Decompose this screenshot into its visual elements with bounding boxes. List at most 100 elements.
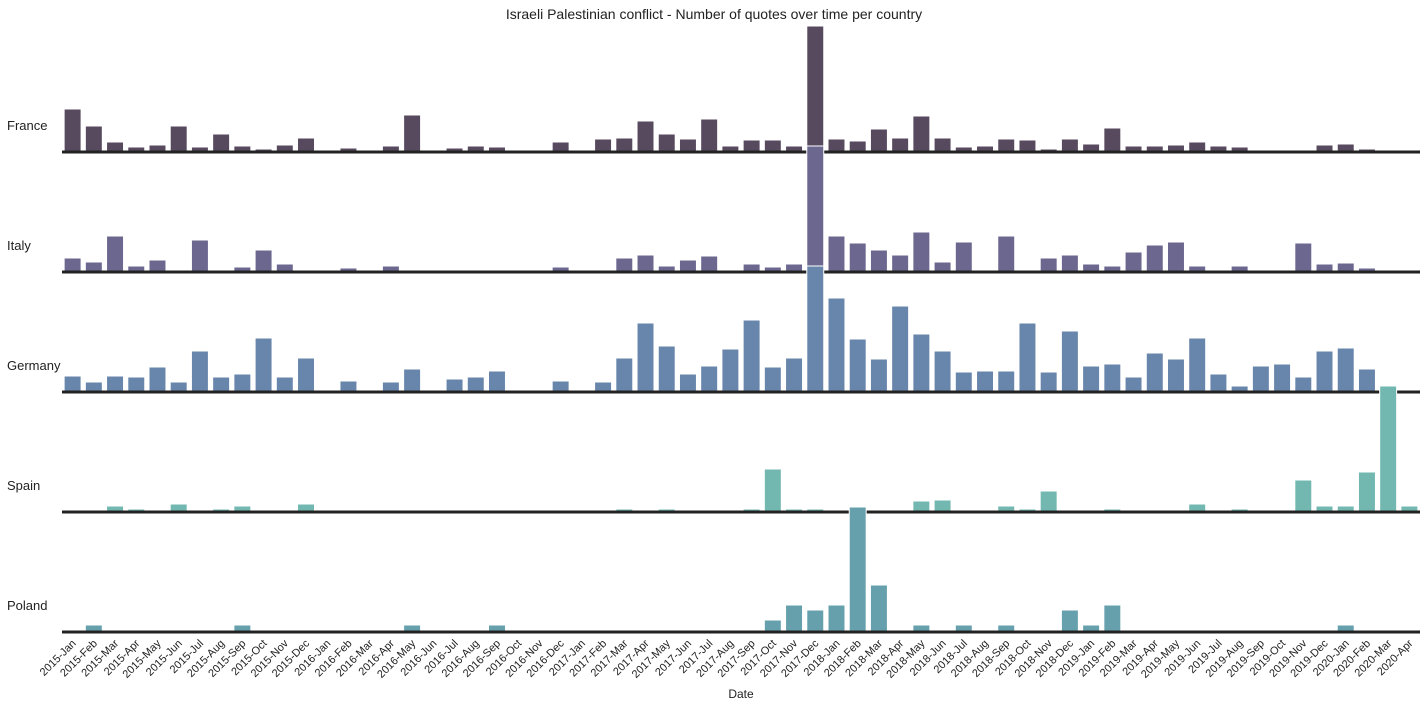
- bar: [1273, 363, 1292, 393]
- bar: [933, 499, 952, 513]
- bar: [106, 235, 125, 273]
- bar: [445, 378, 464, 393]
- bar: [997, 138, 1016, 153]
- bar: [339, 380, 358, 393]
- bar: [1039, 371, 1058, 393]
- row-label: Spain: [7, 478, 40, 493]
- bar: [1018, 322, 1037, 393]
- bar: [912, 333, 931, 393]
- bar: [106, 375, 125, 393]
- bar: [190, 350, 209, 393]
- bar: [636, 120, 655, 153]
- bar: [954, 371, 973, 393]
- bar: [1039, 490, 1058, 513]
- bar: [1379, 385, 1398, 513]
- bar: [254, 249, 273, 273]
- bar: [806, 265, 825, 393]
- bar: [1336, 347, 1355, 393]
- bar: [1294, 479, 1313, 513]
- bar: [997, 370, 1016, 393]
- bar: [869, 249, 888, 273]
- bar: [700, 118, 719, 153]
- bar: [127, 376, 146, 393]
- bar: [1060, 254, 1079, 273]
- bar: [403, 368, 422, 393]
- bar: [785, 357, 804, 393]
- bar: [763, 468, 782, 513]
- bar: [1039, 257, 1058, 273]
- row-label: Germany: [7, 358, 61, 373]
- bar: [827, 604, 846, 633]
- bar: [678, 138, 697, 153]
- bar: [976, 370, 995, 393]
- bar: [615, 137, 634, 153]
- bar: [912, 231, 931, 273]
- bar: [169, 125, 188, 153]
- bar: [891, 305, 910, 393]
- bar: [933, 350, 952, 393]
- x-axis-label: Date: [728, 687, 754, 701]
- bar: [63, 257, 82, 273]
- bar: [615, 257, 634, 273]
- bar: [848, 506, 867, 633]
- bar: [1145, 244, 1164, 273]
- bar: [1294, 376, 1313, 393]
- bar: [148, 366, 167, 393]
- bar: [848, 338, 867, 393]
- bar: [1124, 251, 1143, 273]
- bar: [190, 239, 209, 273]
- bar: [1060, 330, 1079, 393]
- row-label: France: [7, 118, 47, 133]
- bar: [806, 25, 825, 153]
- bar: [1315, 350, 1334, 393]
- bar: [275, 376, 294, 393]
- bar: [827, 297, 846, 393]
- bar: [869, 358, 888, 393]
- bar: [657, 345, 676, 393]
- bar: [1166, 358, 1185, 393]
- bar: [785, 604, 804, 633]
- bar: [212, 133, 231, 153]
- bar: [1166, 241, 1185, 273]
- bar: [848, 242, 867, 273]
- bar: [700, 365, 719, 393]
- bar: [1103, 604, 1122, 633]
- bar: [1082, 365, 1101, 393]
- bar: [1145, 352, 1164, 393]
- bar: [827, 235, 846, 273]
- bar: [636, 322, 655, 393]
- bar: [700, 255, 719, 273]
- bar: [1357, 368, 1376, 393]
- bar: [1357, 471, 1376, 513]
- bar: [806, 145, 825, 273]
- bar: [869, 584, 888, 633]
- bar: [891, 137, 910, 153]
- bar: [1251, 365, 1270, 393]
- bar: [466, 376, 485, 393]
- bar: [1060, 609, 1079, 633]
- bar: [997, 235, 1016, 273]
- bar: [742, 139, 761, 153]
- bar: [403, 114, 422, 153]
- bar: [212, 376, 231, 393]
- bar: [148, 259, 167, 273]
- bar: [551, 380, 570, 393]
- bar: [848, 140, 867, 153]
- bar: [297, 357, 316, 393]
- bar: [63, 375, 82, 393]
- bar: [763, 139, 782, 153]
- bar: [933, 137, 952, 153]
- chart-title: Israeli Palestinian conflict - Number of…: [506, 6, 922, 22]
- bar: [636, 254, 655, 273]
- bar: [487, 370, 506, 393]
- bar: [827, 138, 846, 153]
- bar: [806, 609, 825, 633]
- row-label: Poland: [7, 598, 47, 613]
- bar: [763, 619, 782, 633]
- bar: [1188, 337, 1207, 393]
- row-label: Italy: [7, 238, 31, 253]
- bar: [954, 241, 973, 273]
- bar: [1294, 242, 1313, 273]
